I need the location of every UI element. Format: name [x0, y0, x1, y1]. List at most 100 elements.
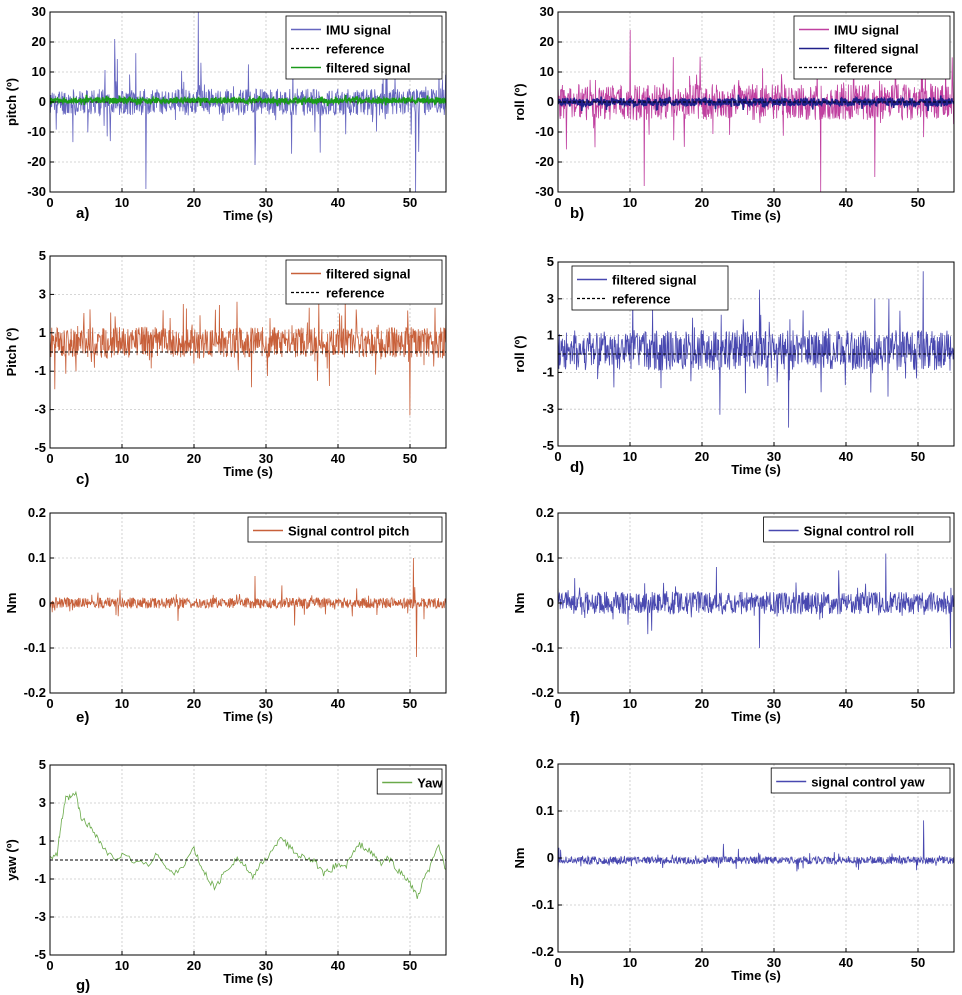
y-tick-label: 0: [547, 94, 554, 109]
legend: filtered signal reference: [285, 259, 443, 305]
y-tick-label: 10: [540, 64, 554, 79]
y-tick-label: -30: [535, 184, 554, 199]
y-tick-label: 0.1: [28, 550, 46, 565]
legend-label: filtered signal: [326, 267, 411, 282]
y-tick-label: -1: [34, 363, 46, 378]
y-tick-label: -1: [34, 871, 46, 886]
x-axis-label: Time (s): [223, 464, 273, 479]
y-tick-label: 3: [39, 795, 46, 810]
legend-box: [285, 15, 443, 80]
x-tick-label: 40: [331, 958, 345, 973]
legend-label: filtered signal: [612, 273, 697, 288]
x-tick-label: 30: [259, 195, 273, 210]
x-tick-label: 20: [187, 958, 201, 973]
x-tick-label: 30: [767, 195, 781, 210]
x-tick-label: 20: [695, 955, 709, 970]
x-tick-label: 30: [767, 696, 781, 711]
series-line-g-0: [50, 790, 446, 899]
legend-label: Yaw: [417, 776, 443, 791]
chart-panel-h: 0 10 20 30 40 50 -0.2 -0.1 0 0.1 0.2 Time (s) Nm h) si…: [512, 756, 955, 989]
y-tick-label: 0.2: [536, 505, 554, 520]
y-tick-label: 1: [39, 325, 46, 340]
x-tick-label: 30: [767, 449, 781, 464]
legend-label: filtered signal: [326, 61, 411, 76]
x-tick-label: 10: [623, 696, 637, 711]
y-tick-label: -3: [34, 909, 46, 924]
axes-frame: [557, 261, 955, 447]
panel-label: d): [570, 459, 584, 476]
x-tick-label: 30: [767, 955, 781, 970]
legend-box: [285, 259, 443, 305]
panel-label: e): [76, 709, 89, 726]
y-axis-label: roll (º): [512, 335, 527, 372]
x-tick-label: 50: [911, 696, 925, 711]
legend-label: reference: [326, 286, 385, 301]
x-tick-label: 40: [331, 195, 345, 210]
y-tick-label: 5: [39, 757, 46, 772]
panel-label: h): [570, 972, 584, 989]
x-tick-label: 50: [403, 195, 417, 210]
y-axis-label: pitch (º): [4, 78, 19, 126]
legend-label: Signal control pitch: [288, 524, 409, 539]
x-tick-label: 0: [46, 451, 53, 466]
series-line-a-2: [50, 94, 446, 107]
x-tick-label: 40: [331, 696, 345, 711]
y-tick-label: -10: [27, 124, 46, 139]
y-tick-label: -10: [535, 124, 554, 139]
series-line-h-0: [558, 820, 954, 874]
y-tick-label: -30: [27, 184, 46, 199]
y-tick-label: -5: [542, 438, 554, 453]
y-tick-label: -20: [535, 154, 554, 169]
y-tick-label: 0: [39, 595, 46, 610]
panel-label: f): [570, 709, 580, 726]
x-tick-label: 20: [695, 696, 709, 711]
y-tick-label: -0.2: [532, 685, 554, 700]
x-tick-label: 30: [259, 696, 273, 711]
x-axis-label: Time (s): [731, 462, 781, 477]
legend-label: IMU signal: [326, 23, 391, 38]
x-tick-label: 0: [554, 449, 561, 464]
y-tick-label: -1: [542, 364, 554, 379]
x-tick-label: 0: [46, 195, 53, 210]
legend: Signal control pitch: [247, 516, 443, 543]
x-tick-label: 10: [115, 958, 129, 973]
y-tick-label: 0.1: [536, 550, 554, 565]
chart-panel-c: 0 10 20 30 40 50 -5 -3 -1 1 3 5 Time (s) Pitch (º) c) f…: [4, 248, 447, 488]
y-axis-label: roll (º): [512, 83, 527, 120]
panel-label: a): [76, 205, 89, 222]
y-tick-label: -3: [34, 402, 46, 417]
legend: filtered signal reference: [571, 265, 729, 311]
legend-label: signal control yaw: [811, 775, 925, 790]
panel-label: c): [76, 471, 89, 488]
panel-label: b): [570, 205, 584, 222]
legend-box: [247, 516, 443, 543]
legend-box: [770, 767, 951, 794]
y-tick-label: 5: [547, 254, 554, 269]
x-axis-label: Time (s): [731, 968, 781, 983]
x-tick-label: 20: [187, 696, 201, 711]
y-tick-label: 1: [547, 328, 554, 343]
y-tick-label: 10: [32, 64, 46, 79]
x-tick-label: 50: [403, 958, 417, 973]
y-tick-label: 20: [32, 34, 46, 49]
legend: IMU signal filtered signal reference: [793, 15, 951, 80]
x-axis-label: Time (s): [223, 208, 273, 223]
y-tick-label: 3: [547, 291, 554, 306]
y-tick-label: -0.1: [532, 640, 554, 655]
x-tick-label: 0: [554, 195, 561, 210]
legend-label: Signal control roll: [804, 524, 915, 539]
y-axis-label: Nm: [512, 848, 527, 869]
legend-label: reference: [326, 42, 385, 57]
y-tick-label: 0: [547, 850, 554, 865]
y-tick-label: -0.1: [532, 897, 554, 912]
y-tick-label: -5: [34, 440, 46, 455]
x-tick-label: 50: [911, 955, 925, 970]
y-tick-label: 30: [32, 4, 46, 19]
legend-box: [763, 516, 951, 543]
x-tick-label: 50: [911, 195, 925, 210]
x-tick-label: 20: [187, 451, 201, 466]
x-tick-label: 10: [115, 696, 129, 711]
x-tick-label: 0: [46, 958, 53, 973]
y-tick-label: 3: [39, 286, 46, 301]
